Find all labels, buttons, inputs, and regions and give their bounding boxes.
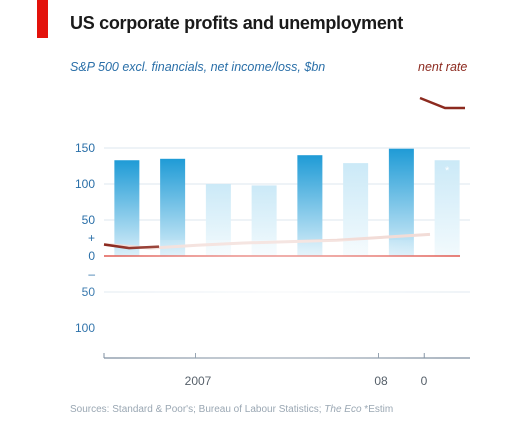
bar (251, 185, 277, 256)
y-tick-label: + (88, 231, 95, 245)
source-prefix: Sources: Standard & Poor's; Bureau of La… (70, 404, 325, 415)
x-tick-label: 08 (374, 374, 388, 388)
bar (114, 160, 140, 256)
unemployment-series-label: nent rate (418, 60, 468, 74)
y-tick-label: 50 (82, 213, 96, 227)
x-tick-label: 2007 (185, 374, 212, 388)
y-tick-label: 150 (75, 141, 95, 155)
bar (343, 163, 369, 256)
chart-subtitle: S&P 500 excl. financials, net income/los… (70, 60, 326, 74)
bar (160, 158, 186, 256)
chart-title: US corporate profits and unemployment (70, 13, 403, 33)
bar (388, 148, 414, 256)
estimate-marker: * (445, 165, 450, 177)
unemployment-legend-line (419, 96, 465, 110)
source-suffix: *Estim (361, 404, 394, 415)
y-tick-label: – (88, 267, 95, 281)
y-tick-label: 0 (88, 249, 95, 263)
y-tick-label: 100 (75, 177, 95, 191)
bar (297, 155, 323, 256)
y-tick-label: 100 (75, 321, 95, 335)
source-note: Sources: Standard & Poor's; Bureau of La… (70, 404, 393, 415)
source-italic: The Eco (324, 404, 362, 415)
x-tick-label: 0 (421, 374, 428, 388)
cropped-edge (478, 0, 519, 429)
brand-accent-tab (37, 0, 48, 38)
y-tick-label: 50 (82, 285, 96, 299)
